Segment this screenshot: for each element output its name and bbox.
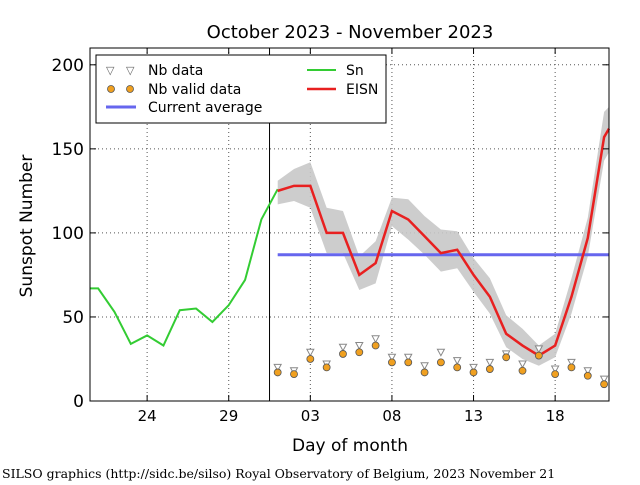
y-tick-label: 50 (62, 308, 84, 328)
legend-nb-marker-1: ▽ (106, 64, 115, 77)
x-tick-label: 13 (464, 407, 483, 425)
nb-data-point (485, 358, 495, 367)
nb-data-point (550, 365, 560, 374)
x-tick-label: 03 (301, 407, 320, 425)
y-tick-label: 150 (52, 140, 84, 160)
eisn-error-band (277, 106, 609, 366)
legend-valid-marker-2 (126, 85, 134, 93)
marker-layer (273, 335, 609, 389)
nb-valid-point (453, 363, 462, 372)
x-tick-label: 24 (138, 407, 157, 425)
nb-data-point (534, 345, 544, 354)
nb-data-point (354, 342, 364, 351)
nb-valid-point (404, 358, 413, 367)
nb-valid-point (355, 348, 364, 357)
nb-data-point (599, 375, 609, 384)
nb-valid-point (469, 368, 478, 377)
nb-valid-point (583, 371, 592, 380)
nb-data-point (387, 353, 397, 362)
nb-data-point (420, 362, 429, 371)
x-tick-label: 18 (546, 407, 565, 425)
nb-valid-point (290, 370, 298, 379)
nb-data-point (403, 353, 413, 362)
y-tick-label: 100 (52, 224, 84, 244)
x-axis-label: Day of month (292, 436, 408, 456)
nb-data-point (305, 348, 315, 357)
plot-frame (89, 47, 610, 402)
nb-data-point (567, 358, 576, 367)
nb-valid-point (485, 365, 494, 373)
nb-valid-point (600, 380, 609, 389)
sn-line (90, 188, 279, 347)
legend-sn: Sn (346, 63, 364, 79)
nb-valid-point (388, 358, 396, 367)
nb-data-point (469, 363, 478, 372)
x-tick-label: 08 (382, 407, 401, 425)
legend-current-average: Current average (148, 100, 262, 116)
y-axis-label: Sunspot Number (17, 155, 37, 298)
legend-nb-marker-2: ▽ (126, 64, 135, 77)
nb-data-point (371, 335, 380, 344)
nb-valid-point (436, 358, 445, 367)
nb-data-point (436, 348, 446, 357)
nb-valid-point (371, 341, 380, 350)
nb-data-point (452, 357, 462, 366)
nb-valid-point (534, 351, 543, 360)
series-layer (90, 128, 611, 358)
nb-valid-point (273, 368, 282, 377)
nb-data-point (518, 360, 527, 369)
eisn-band-area (277, 106, 609, 366)
legend-box (95, 54, 387, 124)
nb-data-point (583, 367, 593, 376)
legend-eisn: EISN (346, 82, 378, 98)
nb-valid-point (322, 363, 331, 372)
legend: ▽ ▽ Nb data Nb valid data Current averag… (95, 54, 387, 124)
footer-credit: SILSO graphics (http://sidc.be/silso) Ro… (2, 466, 555, 481)
y-tick-label: 0 (73, 392, 84, 412)
nb-valid-point (306, 355, 315, 363)
legend-valid-marker-1 (107, 85, 115, 93)
y-tick-label: 200 (52, 56, 84, 76)
nb-valid-point (518, 366, 527, 375)
nb-valid-point (420, 368, 429, 377)
nb-valid-point (339, 350, 347, 358)
chart-title: October 2023 - November 2023 (207, 22, 494, 43)
eisn-line (277, 128, 611, 358)
nb-valid-point (502, 353, 511, 362)
nb-data-point (273, 363, 283, 372)
legend-nb-valid: Nb valid data (148, 82, 241, 98)
nb-data-point (338, 343, 348, 352)
legend-nb-data: Nb data (148, 63, 203, 79)
nb-valid-point (567, 363, 576, 372)
nb-valid-point (551, 370, 560, 379)
axis-ticks: 24 29 03 08 13 18 0 50 100 150 200 (52, 48, 609, 425)
x-tick-label: 29 (219, 407, 238, 425)
